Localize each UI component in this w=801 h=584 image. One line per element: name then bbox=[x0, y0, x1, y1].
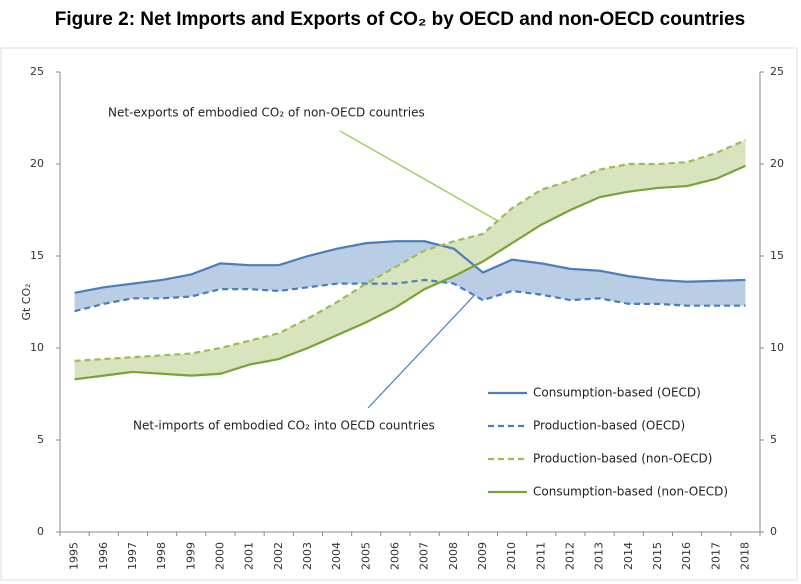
x-tick-label: 2016 bbox=[680, 542, 693, 570]
y-axis-label: Gt CO₂ bbox=[20, 283, 33, 320]
annotation: Net-imports of embodied CO₂ into OECD co… bbox=[133, 419, 435, 433]
chart-title: Figure 2: Net Imports and Exports of CO₂… bbox=[55, 9, 745, 30]
y2-tick-label: 25 bbox=[770, 65, 784, 78]
x-tick-label: 2012 bbox=[563, 542, 576, 570]
band-fill bbox=[74, 140, 746, 380]
y-tick-label: 20 bbox=[30, 157, 44, 170]
y-tick-label: 15 bbox=[30, 249, 44, 262]
y2-tick-label: 5 bbox=[770, 433, 777, 446]
x-tick-label: 2011 bbox=[534, 542, 547, 570]
x-tick-label: 2006 bbox=[388, 542, 401, 570]
legend-label: Consumption-based (non-OECD) bbox=[533, 485, 728, 499]
x-tick-label: 1998 bbox=[155, 542, 168, 570]
chart-frame bbox=[0, 47, 798, 581]
y2-tick-label: 15 bbox=[770, 249, 784, 262]
plot-area: 0 5 10 15 20 25 0 5 10 15 20 25 1995 1996 1997 1998 1999… bbox=[30, 65, 784, 570]
x-tick-label: 2005 bbox=[359, 542, 372, 570]
x-tick-label: 2014 bbox=[622, 542, 635, 570]
annotation: Net-exports of embodied CO₂ of non-OECD … bbox=[108, 106, 425, 120]
x-tick-label: 2001 bbox=[243, 542, 256, 570]
y2-tick-label: 0 bbox=[770, 525, 777, 538]
x-tick-label: 1995 bbox=[68, 542, 81, 570]
x-tick-label: 2004 bbox=[330, 542, 343, 570]
series-line bbox=[74, 240, 746, 294]
x-tick-label: 2009 bbox=[476, 542, 489, 570]
y2-tick-label: 10 bbox=[770, 341, 784, 354]
y-tick-label: 5 bbox=[37, 433, 44, 446]
annotation-arrow bbox=[339, 130, 506, 226]
y-tick-label: 10 bbox=[30, 341, 44, 354]
x-tick-label: 1999 bbox=[184, 542, 197, 570]
y-tick-label: 25 bbox=[30, 65, 44, 78]
legend-label: Consumption-based (OECD) bbox=[533, 386, 701, 400]
x-tick-label: 2013 bbox=[593, 542, 606, 570]
x-tick-label: 2015 bbox=[651, 542, 664, 570]
x-tick-label: 1997 bbox=[126, 542, 139, 570]
x-tick-label: 2018 bbox=[738, 542, 751, 570]
x-tick-label: 2010 bbox=[505, 542, 518, 570]
x-tick-label: 1996 bbox=[97, 542, 110, 570]
x-tick-label: 2000 bbox=[213, 542, 226, 570]
x-tick-label: 2008 bbox=[447, 542, 460, 570]
y-tick-label: 0 bbox=[37, 525, 44, 538]
legend-label: Production-based (OECD) bbox=[533, 419, 685, 433]
series-line bbox=[74, 139, 746, 362]
legend-label: Production-based (non-OECD) bbox=[533, 452, 712, 466]
x-tick-label: 2017 bbox=[709, 542, 722, 570]
series-line bbox=[74, 164, 746, 381]
x-tick-label: 2003 bbox=[301, 542, 314, 570]
x-tick-label: 2002 bbox=[272, 542, 285, 570]
x-tick-label: 2007 bbox=[418, 542, 431, 570]
y2-tick-label: 20 bbox=[770, 157, 784, 170]
series-line bbox=[74, 278, 746, 313]
